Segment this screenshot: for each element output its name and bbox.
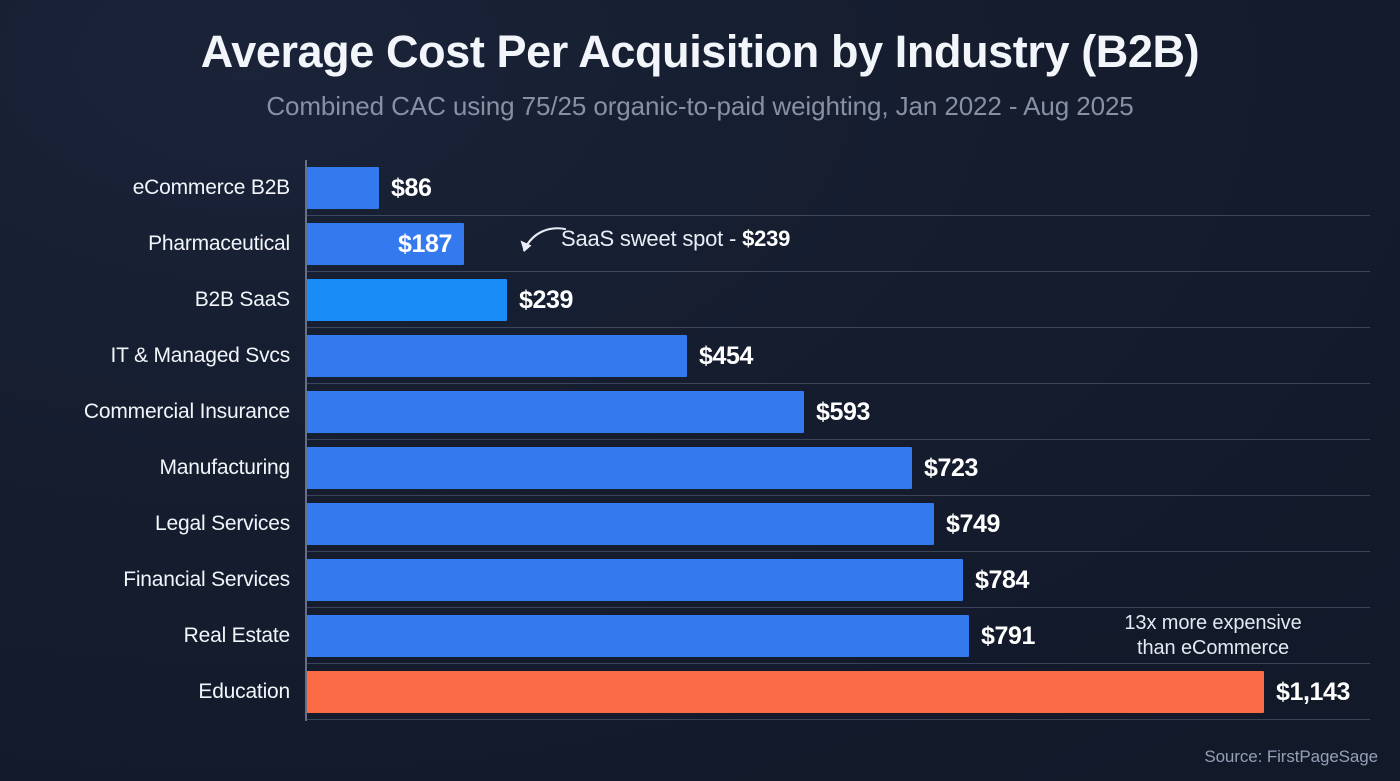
category-label: Manufacturing: [159, 456, 291, 479]
bar-row[interactable]: Legal Services $749: [0, 496, 1400, 552]
category-label: IT & Managed Svcs: [110, 344, 291, 367]
category-label: Legal Services: [155, 512, 290, 535]
bar-value-label: $593: [816, 398, 871, 426]
gridline: [307, 215, 1370, 216]
gridline: [307, 439, 1370, 440]
bar[interactable]: [307, 615, 969, 657]
category-label: B2B SaaS: [194, 288, 291, 311]
bar-value-label: $791: [981, 622, 1036, 650]
gridline: [307, 607, 1370, 608]
bar[interactable]: [307, 671, 1264, 713]
bar-row[interactable]: Commercial Insurance $593: [0, 384, 1400, 440]
bar-value-label: $1,143: [1276, 678, 1351, 706]
category-axis-line: [305, 160, 307, 721]
page-title: Average Cost Per Acquisition by Industry…: [200, 26, 1200, 77]
gridline: [307, 719, 1370, 720]
saas-annotation-arrow-icon: [520, 227, 567, 252]
bar-row[interactable]: Manufacturing $723: [0, 440, 1400, 496]
category-label: Real Estate: [183, 624, 291, 647]
gridline: [307, 383, 1370, 384]
gridline: [307, 663, 1370, 664]
bar-value-label: $749: [946, 510, 1001, 538]
bar-row[interactable]: Real Estate $791: [0, 608, 1400, 664]
category-label: eCommerce B2B: [132, 176, 290, 199]
bar-row[interactable]: eCommerce B2B $86: [0, 160, 1400, 216]
bar-row[interactable]: IT & Managed Svcs $454: [0, 328, 1400, 384]
source-note: Source: FirstPageSage: [1204, 747, 1378, 766]
bar-value-label: $723: [924, 454, 979, 482]
bar-value-label: $784: [975, 566, 1030, 594]
bar[interactable]: [307, 391, 804, 433]
bar-row[interactable]: Pharmaceutical $187: [0, 216, 1400, 272]
gridline: [307, 327, 1370, 328]
category-label: Financial Services: [123, 568, 290, 591]
category-label: Education: [198, 680, 290, 703]
bar-value-label: $187: [397, 230, 452, 258]
bar-row[interactable]: B2B SaaS $239: [0, 272, 1400, 328]
bar[interactable]: [307, 279, 507, 321]
bar[interactable]: [307, 223, 464, 265]
category-label: Commercial Insurance: [83, 400, 290, 423]
bar[interactable]: [307, 167, 379, 209]
bar-value-label: $454: [699, 342, 754, 370]
gridline: [307, 551, 1370, 552]
gridline: [307, 271, 1370, 272]
bar-row[interactable]: Education $1,143: [0, 664, 1400, 720]
bar[interactable]: [307, 559, 963, 601]
bar[interactable]: [307, 335, 687, 377]
bar-value-label: $86: [391, 174, 432, 202]
category-label: Pharmaceutical: [148, 232, 290, 255]
bar[interactable]: [307, 503, 934, 545]
saas-sweet-spot-annotation: SaaS sweet spot - $239: [561, 226, 790, 252]
bar-row[interactable]: Financial Services $784: [0, 552, 1400, 608]
education-comparison-line1: 13x more expensive: [1124, 612, 1302, 634]
gridline: [307, 495, 1370, 496]
saas-annotation-lead: SaaS sweet spot -: [561, 226, 743, 251]
education-comparison-annotation: 13x more expensive than eCommerce: [1082, 611, 1344, 661]
saas-annotation-value: $239: [742, 226, 791, 251]
chart-subtitle: Combined CAC using 75/25 organic-to-paid…: [266, 91, 1134, 121]
bar-value-label: $239: [519, 286, 574, 314]
bar[interactable]: [307, 447, 912, 489]
education-comparison-line2: than eCommerce: [1137, 637, 1289, 659]
